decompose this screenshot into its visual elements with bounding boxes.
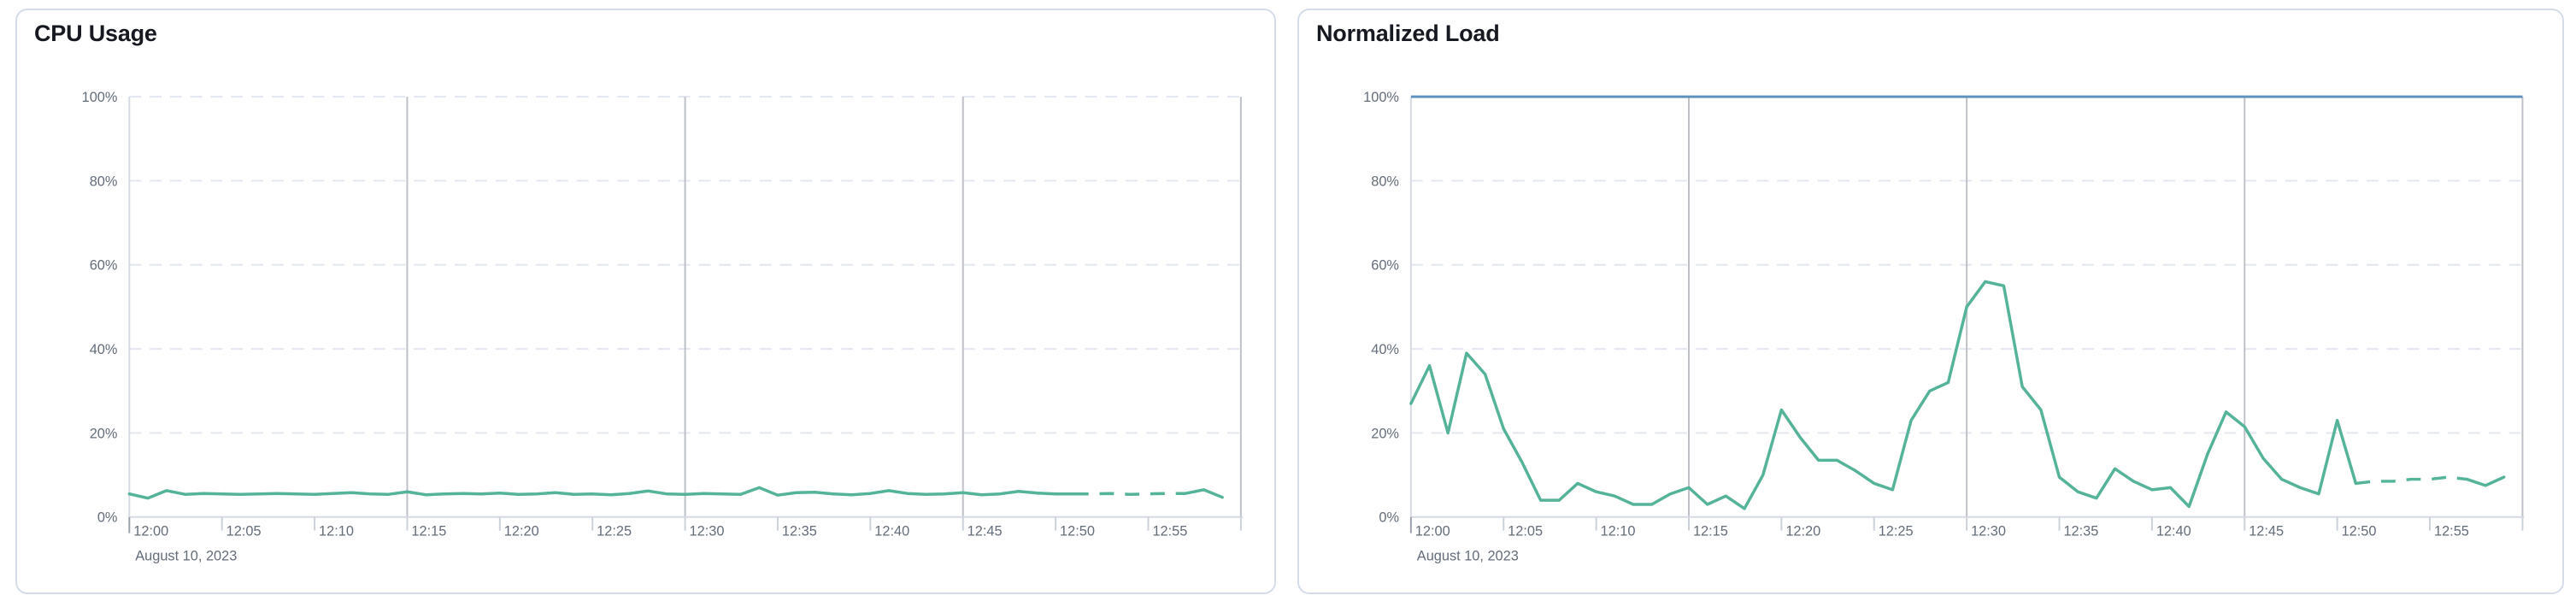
y-tick-label: 80% <box>1371 174 1399 189</box>
x-tick-label: 12:25 <box>597 524 632 539</box>
series-line-solid <box>127 486 1076 500</box>
y-tick-label: 80% <box>90 174 118 189</box>
x-axis-date-label: August 10, 2023 <box>135 548 237 563</box>
x-tick-label: 12:50 <box>2342 524 2377 539</box>
x-axis-date-label: August 10, 2023 <box>1417 548 1519 563</box>
x-tick-label: 12:10 <box>1601 524 1636 539</box>
x-tick-label: 12:05 <box>226 524 262 539</box>
series-line-dashed-projection <box>1073 492 1185 496</box>
normalized-load-chart[interactable]: 12:00 12:05 12:10 12:15 12:20 12:25 12:30 12:35… <box>1299 10 2562 592</box>
y-tick-label: 100% <box>1363 90 1399 105</box>
series-line-solid-tail <box>1184 488 1224 499</box>
x-axis-labels: 12:00 12:05 12:10 12:15 12:20 12:25 12:30 12:35… <box>1409 516 2524 563</box>
y-tick-label: 40% <box>90 342 118 357</box>
y-tick-label: 100% <box>82 90 118 105</box>
x-tick-label: 12:00 <box>133 524 168 539</box>
y-tick-label: 60% <box>90 258 118 274</box>
y-tick-label: 20% <box>90 426 118 441</box>
x-tick-label: 12:45 <box>2249 524 2284 539</box>
x-tick-label: 12:20 <box>504 524 539 539</box>
y-tick-label: 60% <box>1371 258 1399 274</box>
x-tick-label: 12:35 <box>782 524 817 539</box>
cpu-usage-chart[interactable]: 12:00 12:05 12:10 12:15 12:20 12:25 12:30 12:35… <box>17 10 1274 592</box>
x-tick-label: 12:30 <box>690 524 725 539</box>
x-tick-label: 12:30 <box>1971 524 2006 539</box>
x-axis-labels: 12:00 12:05 12:10 12:15 12:20 12:25 12:30 12:35… <box>128 516 1242 563</box>
y-tick-label: 0% <box>97 510 118 526</box>
x-tick-label: 12:40 <box>874 524 909 539</box>
x-tick-label: 12:35 <box>2063 524 2098 539</box>
y-axis-labels: 0% 20% 40% 60% 80% 100% <box>82 90 118 526</box>
x-tick-label: 12:20 <box>1785 524 1820 539</box>
x-tick-label: 12:15 <box>411 524 446 539</box>
x-tick-label: 12:40 <box>2156 524 2191 539</box>
normalized-load-title: Normalized Load <box>1316 21 1500 46</box>
x-tick-label: 12:55 <box>2434 524 2469 539</box>
normalized-load-card: Normalized Load 12:00 12:05 12:10 12:15 12:2… <box>1297 9 2564 594</box>
vertical-gridlines <box>406 97 1242 517</box>
x-tick-label: 12:25 <box>1879 524 1914 539</box>
y-tick-label: 40% <box>1371 342 1399 357</box>
x-tick-label: 12:15 <box>1693 524 1728 539</box>
cpu-usage-card: CPU Usage 12:00 12:05 12:10 12:15 12:20 12:25… <box>15 9 1276 594</box>
x-tick-label: 12:10 <box>319 524 354 539</box>
y-axis-labels: 0% 20% 40% 60% 80% 100% <box>1363 90 1399 526</box>
series-line-solid <box>1409 280 2358 510</box>
y-tick-label: 20% <box>1371 426 1399 441</box>
x-tick-label: 12:50 <box>1060 524 1095 539</box>
series-line-dashed-projection <box>2355 475 2467 486</box>
x-tick-label: 12:00 <box>1415 524 1450 539</box>
cpu-usage-title: CPU Usage <box>34 21 157 46</box>
x-tick-label: 12:05 <box>1508 524 1543 539</box>
x-tick-label: 12:55 <box>1152 524 1187 539</box>
y-tick-label: 0% <box>1379 510 1399 526</box>
x-tick-label: 12:45 <box>967 524 1003 539</box>
series-line-solid-tail <box>2465 475 2506 487</box>
